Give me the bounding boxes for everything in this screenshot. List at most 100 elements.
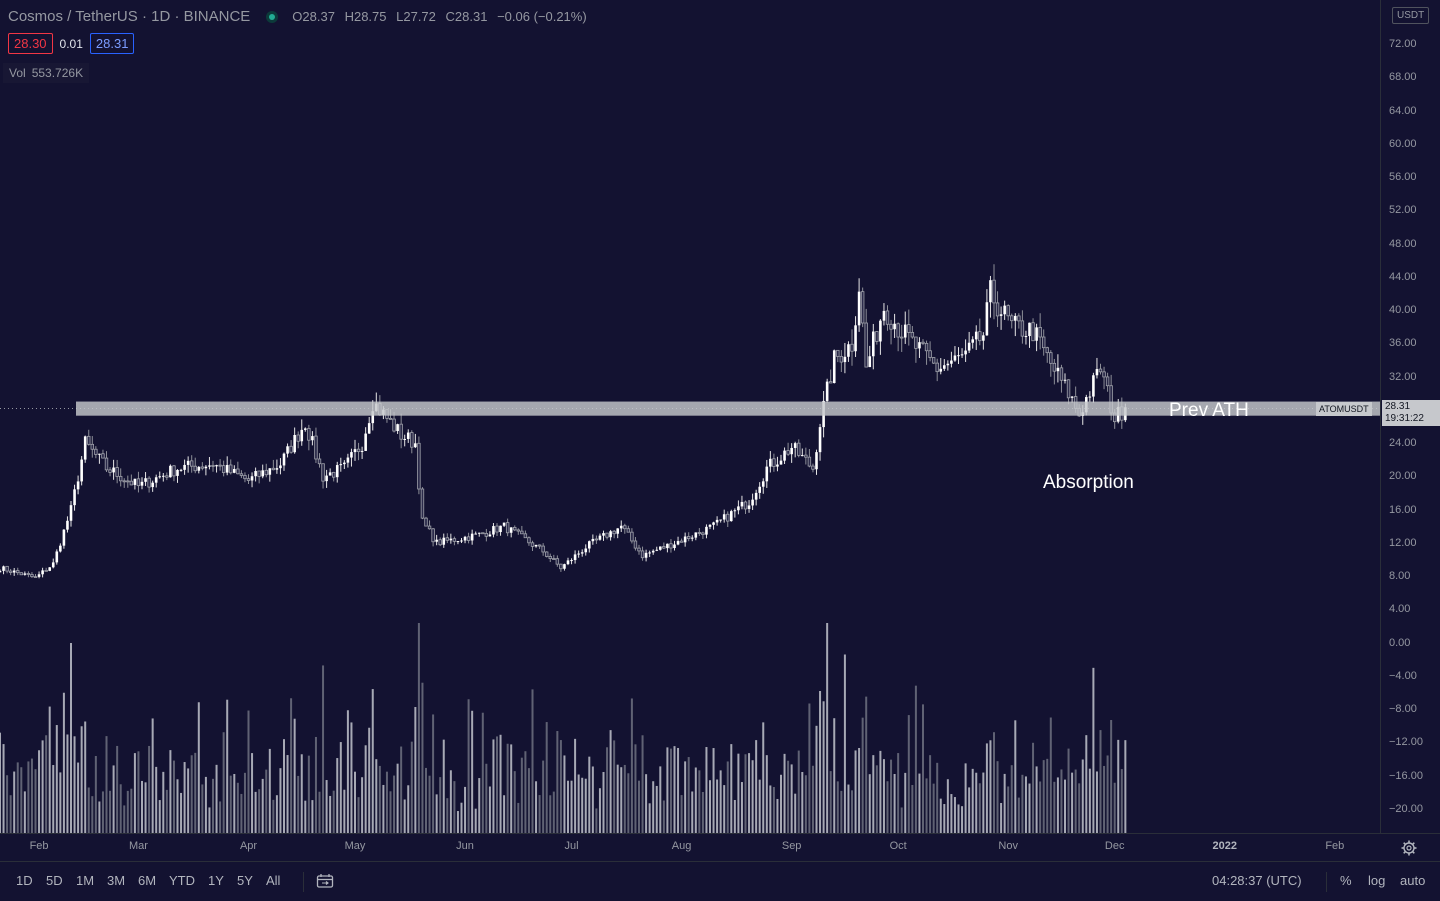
bottom-toolbar: 04:28:37 (UTC) 1D 5D 1M 3M 6M YTD 1Y 5Y All% log a… bbox=[0, 861, 1440, 901]
candle-body bbox=[499, 525, 502, 533]
prev-ath-label[interactable]: Prev ATH bbox=[1169, 400, 1249, 421]
prev-ath-zone[interactable] bbox=[76, 401, 1380, 416]
volume-bar bbox=[268, 748, 271, 833]
range-button-5y[interactable]: 5Y bbox=[237, 873, 253, 888]
candle-body bbox=[939, 368, 943, 372]
volume-bar bbox=[733, 799, 736, 833]
candle-body bbox=[541, 545, 545, 553]
volume-bar bbox=[226, 699, 229, 833]
volume-bar bbox=[30, 758, 33, 833]
volume-bar bbox=[187, 768, 190, 833]
candle-body bbox=[442, 537, 446, 545]
volume-bar bbox=[1032, 742, 1035, 833]
volume-bar bbox=[364, 745, 367, 833]
candle-body bbox=[893, 323, 896, 330]
volume-bar bbox=[808, 703, 811, 833]
candle-body bbox=[530, 542, 535, 547]
symbol-legend: Cosmos / TetherUS · 1D · BINANCE O28.37 … bbox=[8, 8, 593, 25]
candle-body bbox=[16, 570, 20, 574]
candle-body bbox=[236, 468, 240, 475]
volume-bar bbox=[851, 790, 853, 833]
volume-bar bbox=[538, 795, 541, 833]
range-button-1y[interactable]: 1Y bbox=[208, 873, 224, 888]
candle-body bbox=[1020, 320, 1025, 337]
candle-body bbox=[914, 336, 918, 349]
candle-body bbox=[335, 465, 339, 478]
candle-body bbox=[679, 540, 684, 543]
volume-bar bbox=[361, 777, 364, 833]
log-toggle[interactable]: log bbox=[1368, 873, 1386, 888]
chart-svg[interactable] bbox=[0, 0, 1380, 833]
volume-bar bbox=[91, 796, 94, 833]
volume-bar bbox=[368, 727, 371, 833]
candle-body bbox=[410, 432, 414, 448]
range-button-1d[interactable]: 1D bbox=[16, 873, 33, 888]
price-tick: −20.00 bbox=[1389, 803, 1423, 815]
candle-body bbox=[1092, 375, 1095, 397]
candle-body bbox=[545, 551, 549, 557]
utc-clock[interactable]: 04:28:37 (UTC) bbox=[1212, 873, 1302, 888]
price-tick: 68.00 bbox=[1389, 71, 1417, 84]
time-tick: Feb bbox=[29, 840, 49, 852]
volume-bar bbox=[272, 799, 275, 833]
volume-bar bbox=[687, 757, 690, 833]
candle-body bbox=[857, 291, 861, 326]
volume-bar bbox=[762, 722, 765, 833]
volume-bar bbox=[1003, 773, 1006, 833]
auto-toggle[interactable]: auto bbox=[1400, 873, 1426, 888]
candle-body bbox=[719, 519, 722, 521]
volume-bar bbox=[581, 777, 584, 833]
volume-bar bbox=[258, 789, 261, 833]
volume-value: 553.726K bbox=[31, 66, 84, 80]
sell-price-button[interactable]: 28.30 bbox=[8, 33, 53, 54]
buy-price-button[interactable]: 28.31 bbox=[89, 33, 135, 54]
volume-bar bbox=[630, 698, 633, 833]
price-axis[interactable]: USDT 72.00 68.00 64.00 60.00 56.00 52.00 48.00… bbox=[1380, 0, 1440, 833]
volume-bar bbox=[584, 778, 587, 833]
volume-bar bbox=[982, 772, 985, 833]
volume-bar bbox=[968, 787, 971, 833]
volume-bar bbox=[2, 744, 5, 833]
volume-bar bbox=[94, 756, 97, 833]
calendar-icon[interactable] bbox=[316, 873, 334, 889]
volume-bar bbox=[183, 762, 186, 833]
range-button-1m[interactable]: 1M bbox=[76, 873, 95, 888]
volume-bar bbox=[496, 736, 498, 833]
candle-body bbox=[825, 381, 829, 401]
volume-bar bbox=[229, 775, 232, 833]
candle-body bbox=[804, 454, 808, 458]
candle-body bbox=[215, 465, 218, 467]
volume-bar bbox=[638, 780, 640, 833]
time-axis[interactable]: Feb Mar Apr May Jun Jul Aug Sep Oct Nov Dec 2022 Feb bbox=[0, 833, 1440, 862]
candle-body bbox=[537, 544, 542, 547]
candle-body bbox=[889, 323, 893, 330]
candle-body bbox=[673, 544, 676, 549]
gear-icon[interactable] bbox=[1401, 840, 1417, 856]
symbol-title[interactable]: Cosmos / TetherUS · 1D · BINANCE bbox=[8, 8, 251, 25]
candle-body bbox=[950, 360, 953, 364]
volume-bar bbox=[428, 775, 431, 833]
volume-bar bbox=[591, 766, 594, 833]
candle-body bbox=[90, 443, 94, 450]
range-button-3m[interactable]: 3M bbox=[107, 873, 126, 888]
candle-body bbox=[218, 464, 222, 467]
candle-body bbox=[293, 434, 296, 453]
candle-body bbox=[605, 532, 609, 538]
chart-plot-area[interactable] bbox=[0, 0, 1380, 833]
volume-legend[interactable]: Vol 553.726K bbox=[3, 63, 90, 83]
absorption-label[interactable]: Absorption bbox=[1043, 472, 1134, 493]
volume-bar bbox=[137, 751, 140, 833]
price-tick: 72.00 bbox=[1389, 38, 1417, 50]
range-button-6m[interactable]: 6M bbox=[138, 873, 157, 888]
candle-body bbox=[918, 342, 921, 349]
volume-bar bbox=[9, 795, 12, 833]
range-button-5d[interactable]: 5D bbox=[46, 873, 63, 888]
percent-toggle[interactable]: % bbox=[1340, 873, 1352, 888]
candle-body bbox=[445, 537, 449, 541]
candle-body bbox=[868, 356, 872, 368]
range-button-ytd[interactable]: YTD bbox=[169, 873, 195, 888]
currency-badge[interactable]: USDT bbox=[1392, 7, 1430, 24]
volume-bar bbox=[1117, 739, 1120, 833]
volume-bar bbox=[176, 779, 179, 833]
range-button-all[interactable]: All bbox=[266, 873, 281, 888]
